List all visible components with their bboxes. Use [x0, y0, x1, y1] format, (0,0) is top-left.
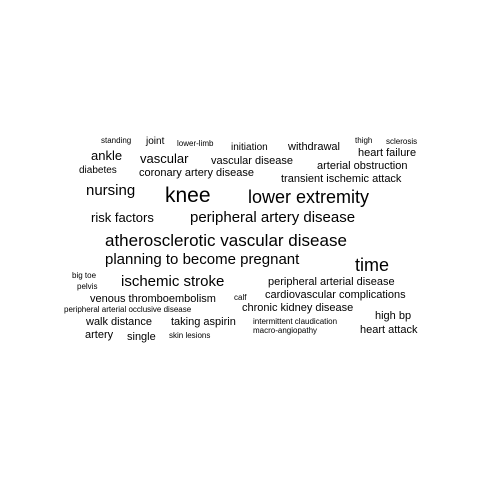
word-nursing: nursing — [86, 182, 136, 199]
word-risk-factors: risk factors — [91, 210, 154, 225]
word-arterial-obstruction: arterial obstruction — [317, 160, 408, 172]
word-skin-lesions: skin lesions — [169, 331, 211, 340]
word-joint: joint — [146, 136, 165, 147]
word-ischemic-stroke: ischemic stroke — [121, 273, 225, 290]
word-taking-aspirin: taking aspirin — [171, 316, 236, 328]
word-thigh: thigh — [355, 136, 373, 145]
word-big-toe: big toe — [72, 271, 97, 280]
word-peripheral-arterial-occlusive-disease: peripheral arterial occlusive disease — [64, 305, 192, 314]
word-initiation: initiation — [231, 142, 268, 153]
word-artery: artery — [85, 329, 114, 341]
word-vascular-disease: vascular disease — [211, 155, 293, 167]
word-time: time — [355, 255, 390, 275]
word-vascular: vascular — [140, 151, 189, 166]
word-heart-failure: heart failure — [358, 147, 417, 159]
word-pelvis: pelvis — [77, 282, 98, 291]
word-chronic-kidney-disease: chronic kidney disease — [242, 302, 354, 314]
word-macro-angiopathy: macro-angiopathy — [253, 326, 318, 335]
word-high-bp: high bp — [375, 310, 412, 322]
word-diabetes: diabetes — [79, 165, 117, 176]
word-withdrawal: withdrawal — [288, 141, 340, 153]
word-coronary-artery-disease: coronary artery disease — [139, 167, 254, 179]
word-walk-distance: walk distance — [86, 316, 153, 328]
word-calf: calf — [234, 293, 247, 302]
word-venous-thromboembolism: venous thromboembolism — [90, 293, 216, 305]
word-intermittent-claudication: intermittent claudication — [253, 317, 338, 326]
word-standing: standing — [101, 136, 132, 145]
word-knee: knee — [165, 184, 211, 207]
word-atherosclerotic-vascular-disease: atherosclerotic vascular disease — [105, 231, 347, 250]
word-sclerosis: sclerosis — [386, 137, 418, 146]
word-cardiovascular-complications: cardiovascular complications — [265, 289, 406, 301]
word-planning-to-become-pregnant: planning to become pregnant — [105, 251, 300, 268]
word-peripheral-artery-disease: peripheral artery disease — [190, 209, 356, 226]
word-single: single — [127, 331, 156, 343]
word-peripheral-arterial-disease: peripheral arterial disease — [268, 276, 395, 288]
word-lower-extremity: lower extremity — [248, 187, 370, 207]
word-lower-limb: lower-limb — [177, 139, 214, 148]
word-transient-ischemic-attack: transient ischemic attack — [281, 173, 402, 185]
word-heart-attack: heart attack — [360, 324, 418, 336]
word-ankle: ankle — [91, 148, 123, 163]
